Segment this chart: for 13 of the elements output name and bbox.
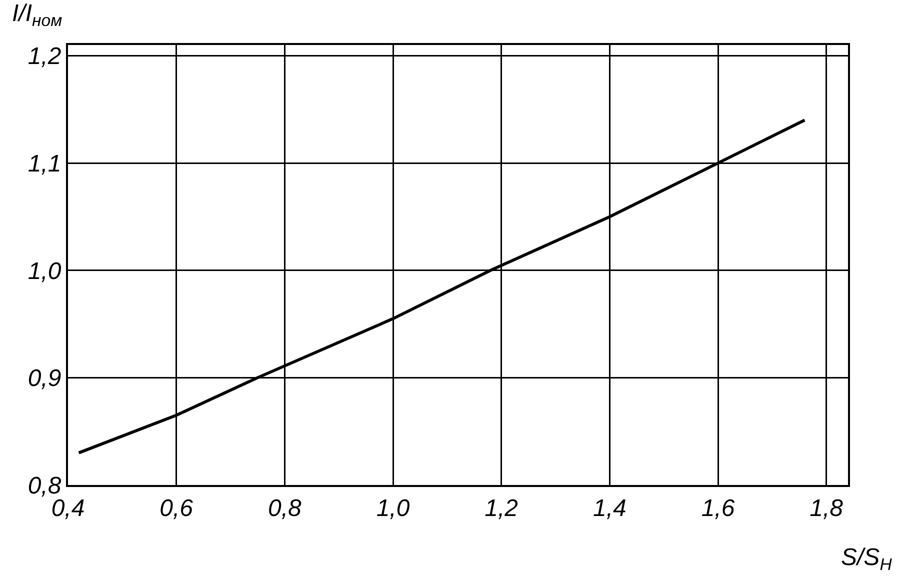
y-tick-label: 0,9 [28, 365, 62, 392]
x-axis-title: S/S$_{Н}$ [841, 544, 893, 574]
x-tick-label: 1,0 [376, 494, 410, 522]
x-tick-label: 0,6 [160, 494, 194, 522]
x-tick-label: 0,8 [268, 494, 302, 522]
y-tick-label: 1,0 [28, 258, 62, 285]
x-tick-label: 1,4 [592, 494, 626, 522]
x-tick-label: 1,8 [810, 494, 844, 522]
x-tick-label: 1,6 [701, 494, 736, 522]
y-tick-label: 1,1 [28, 150, 62, 178]
x-tick-label: 1,2 [484, 494, 518, 522]
y-tick-label: 1,2 [28, 43, 62, 70]
y-axis-title: I/I$_{ном}$ [12, 0, 63, 30]
